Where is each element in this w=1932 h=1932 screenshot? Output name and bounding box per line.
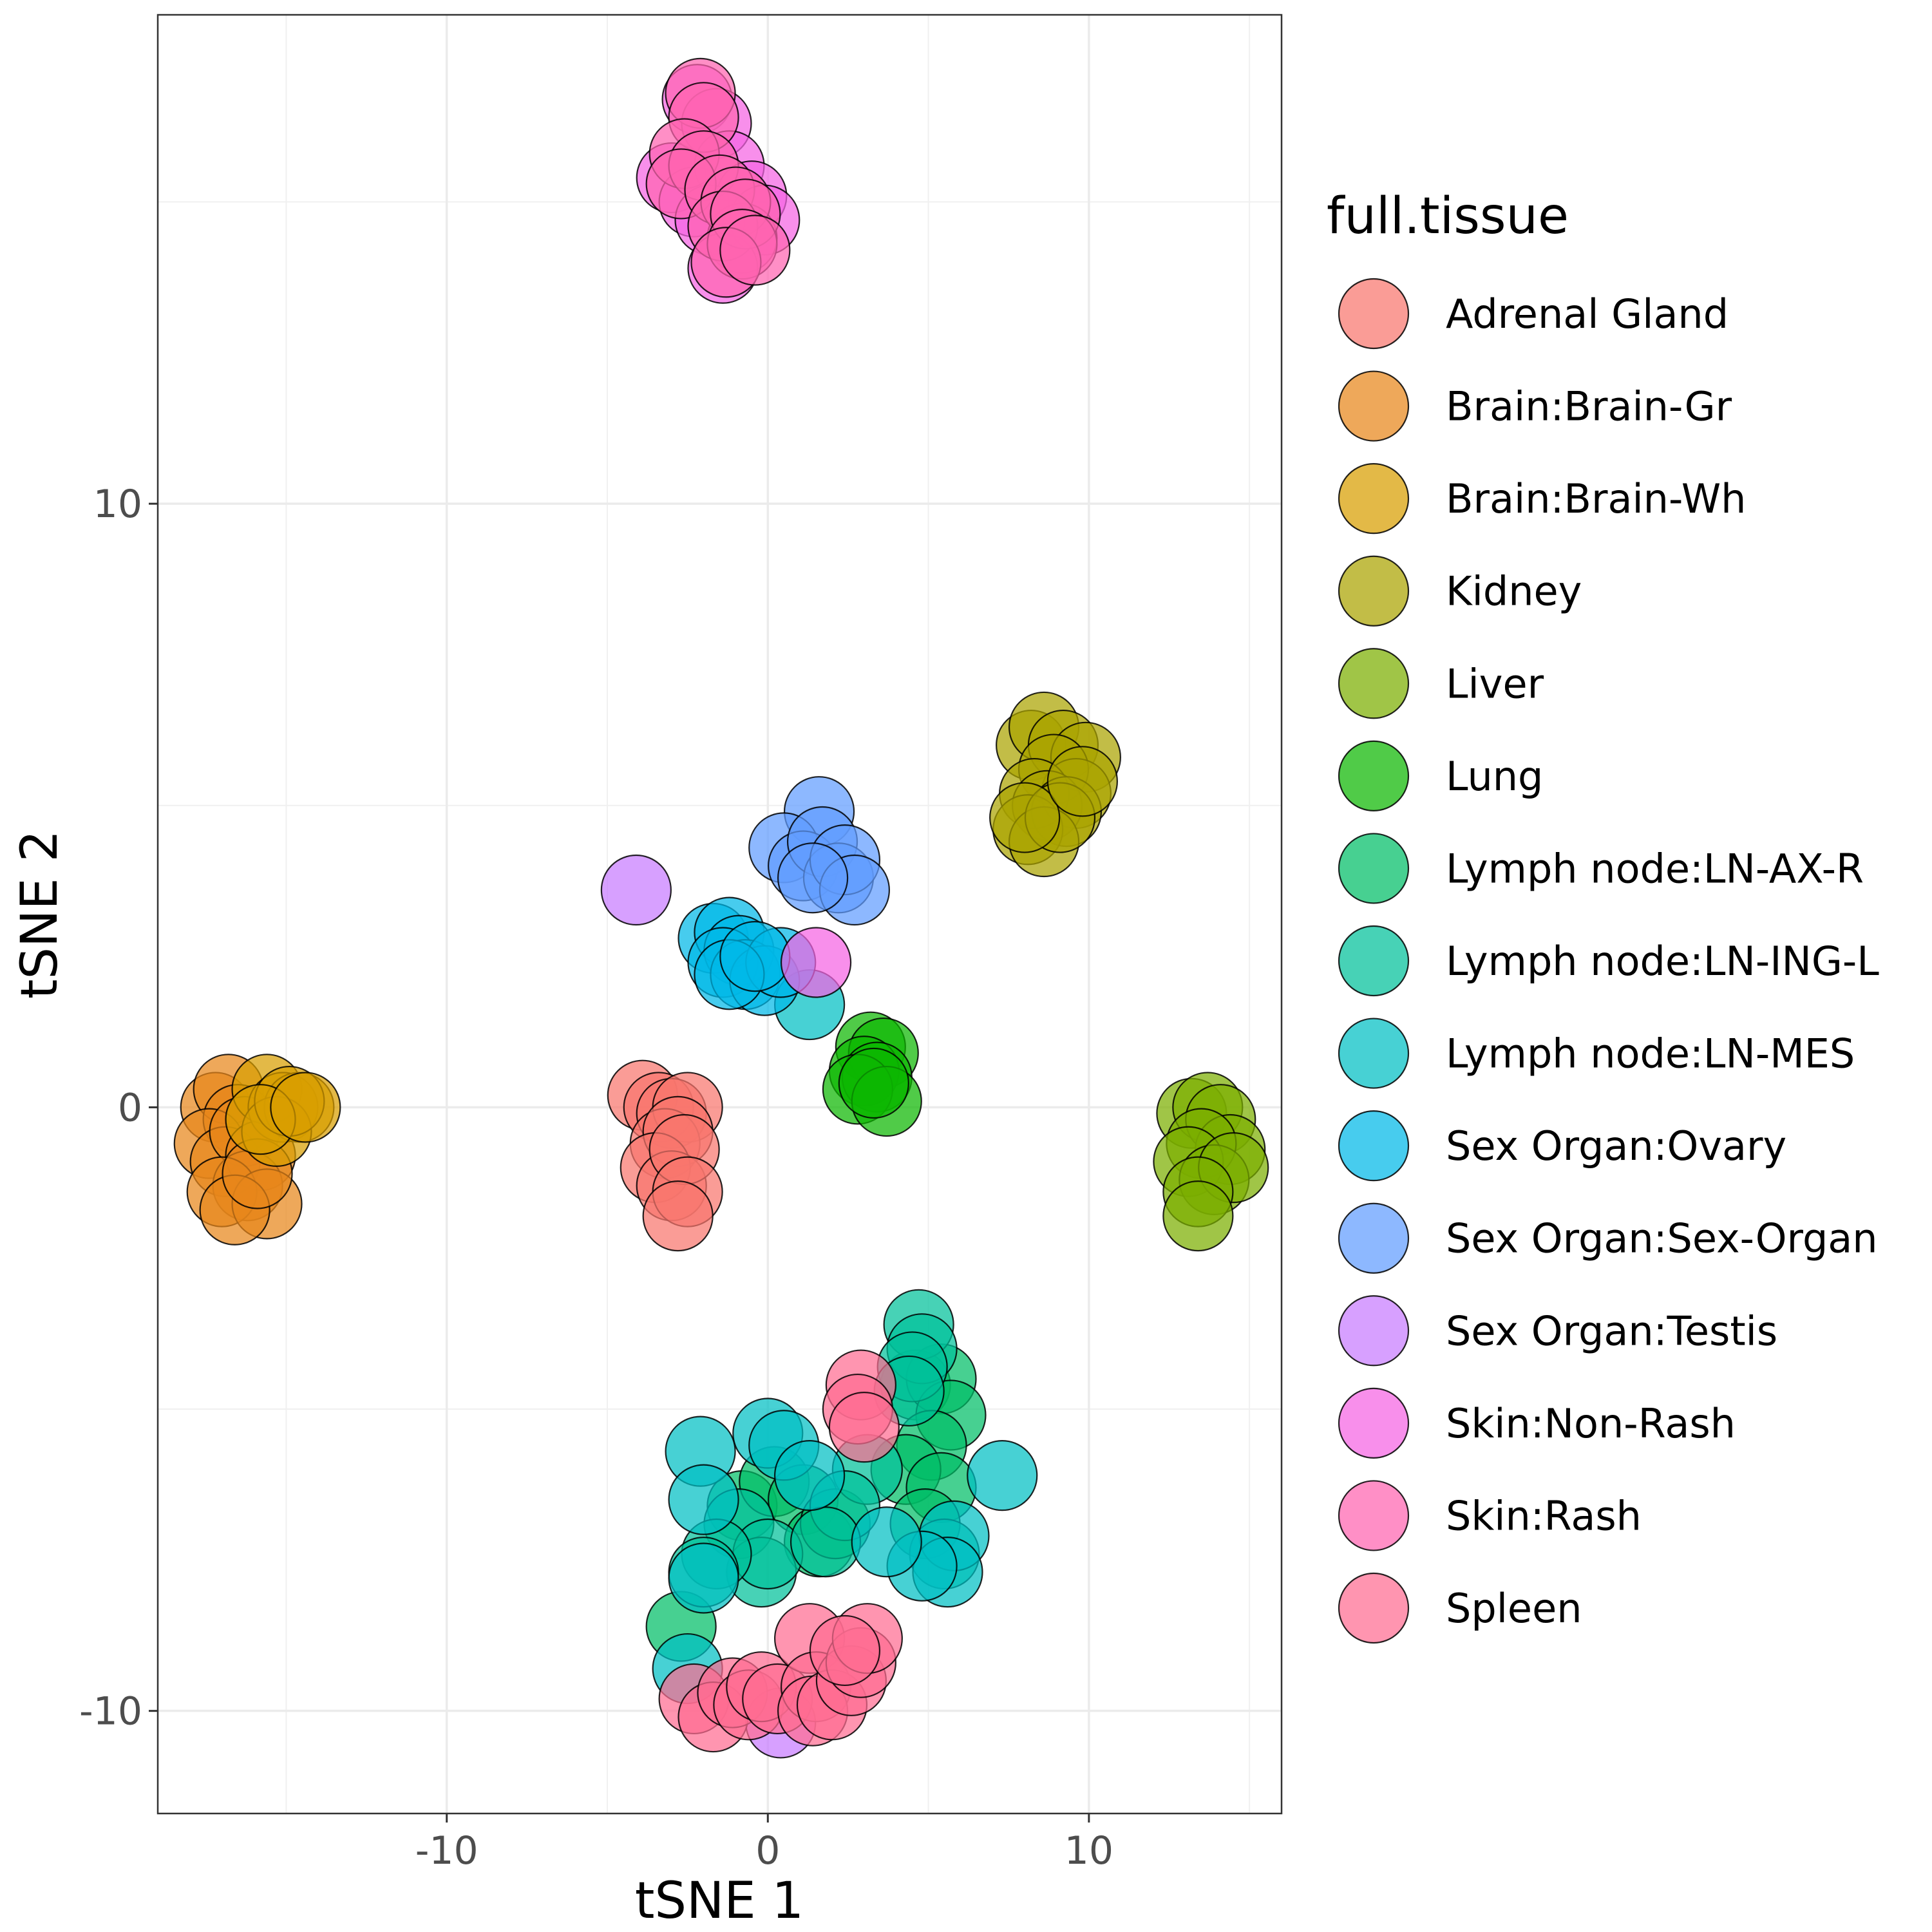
data-point bbox=[773, 1440, 846, 1511]
legend-label: Skin:Rash bbox=[1446, 1492, 1642, 1539]
data-point bbox=[1046, 746, 1118, 817]
data-point bbox=[719, 214, 791, 286]
data-point bbox=[989, 782, 1061, 853]
legend-label: Sex Organ:Testis bbox=[1446, 1307, 1777, 1354]
legend-label: Liver bbox=[1446, 660, 1544, 707]
legend-key bbox=[1338, 1018, 1410, 1089]
legend-key bbox=[1338, 740, 1410, 811]
data-point bbox=[719, 921, 791, 992]
legend-title: full.tissue bbox=[1327, 187, 1569, 245]
legend-key bbox=[1338, 463, 1410, 535]
legend-key bbox=[1338, 555, 1410, 627]
legend-key bbox=[1338, 648, 1410, 719]
legend-key bbox=[1338, 370, 1410, 442]
legend-label: Brain:Brain-Wh bbox=[1446, 475, 1746, 522]
legend: Adrenal Gland Brain:Brain-Gr Brain:Brain-W… bbox=[1338, 278, 1879, 1644]
data-point bbox=[668, 1464, 739, 1535]
legend-label: Brain:Brain-Gr bbox=[1446, 383, 1732, 430]
data-point bbox=[851, 1506, 922, 1578]
plot-panel-border bbox=[156, 14, 1283, 1815]
data-point bbox=[838, 1047, 909, 1119]
data-point bbox=[780, 927, 852, 998]
legend-label: Kidney bbox=[1446, 568, 1582, 615]
data-point bbox=[828, 1392, 900, 1463]
legend-label: Sex Organ:Sex-Organ bbox=[1446, 1215, 1878, 1262]
legend-key bbox=[1338, 1202, 1410, 1274]
minor-gridlines bbox=[158, 15, 1282, 1814]
data-point bbox=[967, 1440, 1038, 1511]
y-tick-label: -10 bbox=[79, 1689, 142, 1734]
x-tick-label: -10 bbox=[415, 1828, 478, 1873]
data-points bbox=[173, 57, 1269, 1759]
data-point bbox=[642, 1180, 714, 1252]
legend-label: Lymph node:LN-ING-L bbox=[1446, 938, 1879, 985]
legend-label: Skin:Non-Rash bbox=[1446, 1400, 1736, 1447]
legend-key bbox=[1338, 278, 1410, 350]
y-tick-label: 0 bbox=[118, 1085, 142, 1130]
y-tick-label: 10 bbox=[93, 482, 142, 527]
data-point bbox=[668, 1542, 739, 1614]
x-tick-label: 10 bbox=[1065, 1828, 1113, 1873]
legend-label: Lymph node:LN-MES bbox=[1446, 1030, 1855, 1077]
axis-ticks: -10 0 10 -10 0 10 bbox=[79, 482, 1113, 1873]
legend-key bbox=[1338, 1110, 1410, 1182]
legend-key bbox=[1338, 1295, 1410, 1367]
legend-key bbox=[1338, 1572, 1410, 1644]
data-point bbox=[1162, 1180, 1234, 1252]
legend-label: Spleen bbox=[1446, 1585, 1582, 1632]
x-tick-label: 0 bbox=[755, 1828, 780, 1873]
legend-label: Lung bbox=[1446, 753, 1543, 800]
legend-label: Lymph node:LN-AX-R bbox=[1446, 845, 1864, 892]
x-axis-title: tSNE 1 bbox=[635, 1872, 804, 1930]
legend-key bbox=[1338, 1480, 1410, 1551]
data-point bbox=[777, 842, 849, 914]
legend-label: Adrenal Gland bbox=[1446, 290, 1728, 337]
data-point bbox=[809, 1615, 881, 1687]
legend-key bbox=[1338, 833, 1410, 904]
data-point bbox=[270, 1072, 341, 1143]
data-point bbox=[600, 854, 672, 926]
data-point bbox=[790, 1506, 862, 1578]
legend-key bbox=[1338, 1387, 1410, 1459]
y-axis-title: tSNE 2 bbox=[11, 830, 69, 999]
legend-label: Sex Organ:Ovary bbox=[1446, 1122, 1786, 1170]
legend-key bbox=[1338, 925, 1410, 997]
